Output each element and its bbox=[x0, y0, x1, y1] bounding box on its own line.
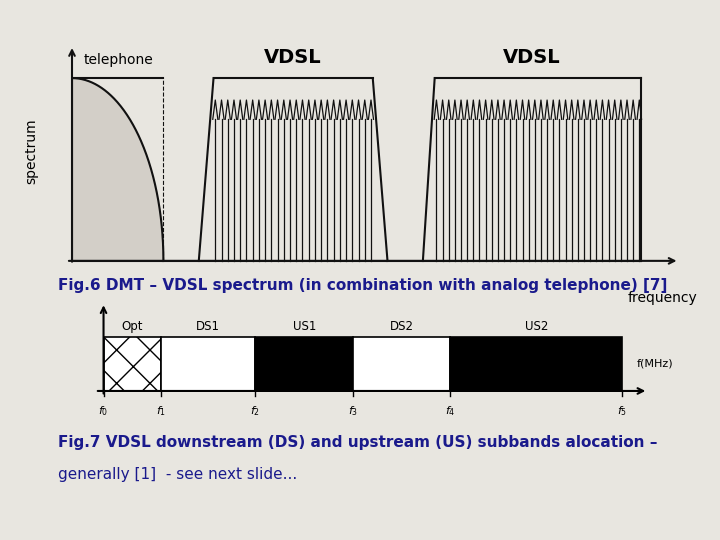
Text: Fig.7 VDSL downstream (DS) and upstream (US) subbands alocation –: Fig.7 VDSL downstream (DS) and upstream … bbox=[58, 435, 657, 450]
Text: $f_4$: $f_4$ bbox=[445, 404, 456, 418]
Text: $f_1$: $f_1$ bbox=[156, 404, 166, 418]
Bar bbox=[451, 337, 622, 391]
Text: generally [1]  - see next slide...: generally [1] - see next slide... bbox=[58, 467, 297, 482]
Bar bbox=[256, 337, 353, 391]
Text: f(MHz): f(MHz) bbox=[636, 359, 673, 369]
Text: US2: US2 bbox=[525, 320, 548, 333]
Polygon shape bbox=[72, 78, 163, 261]
Bar bbox=[161, 337, 256, 391]
Bar bbox=[353, 337, 451, 391]
Text: Opt: Opt bbox=[122, 320, 143, 333]
Text: VDSL: VDSL bbox=[264, 48, 322, 67]
Text: telephone: telephone bbox=[84, 53, 153, 67]
Text: frequency: frequency bbox=[628, 292, 698, 306]
Bar bbox=[104, 337, 161, 391]
Text: $f_3$: $f_3$ bbox=[348, 404, 358, 418]
Text: DS1: DS1 bbox=[196, 320, 220, 333]
Text: VDSL: VDSL bbox=[503, 48, 561, 67]
Text: $f_0$: $f_0$ bbox=[99, 404, 109, 418]
Text: DS2: DS2 bbox=[390, 320, 414, 333]
Text: spectrum: spectrum bbox=[24, 118, 39, 184]
Text: $f_2$: $f_2$ bbox=[251, 404, 261, 418]
Text: US1: US1 bbox=[292, 320, 316, 333]
Text: $f_5$: $f_5$ bbox=[617, 404, 628, 418]
Text: Fig.6 DMT – VDSL spectrum (in combination with analog telephone) [7]: Fig.6 DMT – VDSL spectrum (in combinatio… bbox=[58, 278, 667, 293]
